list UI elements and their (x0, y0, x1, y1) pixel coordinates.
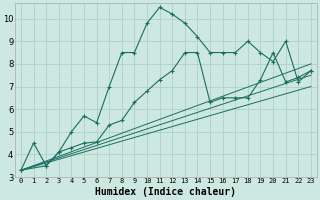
X-axis label: Humidex (Indice chaleur): Humidex (Indice chaleur) (95, 187, 236, 197)
